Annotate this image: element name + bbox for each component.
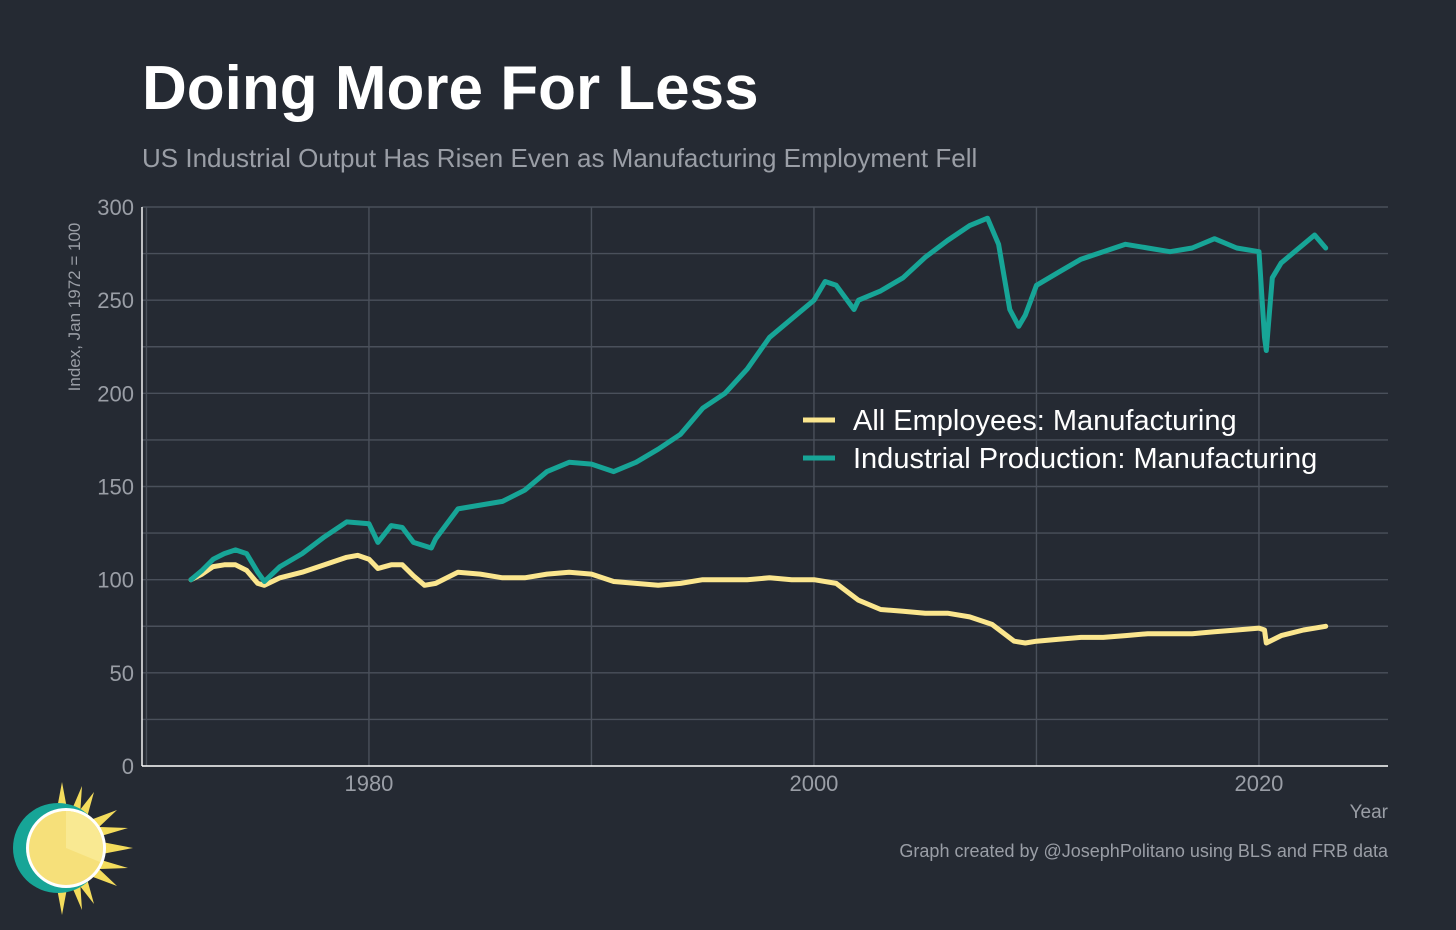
series-line-production xyxy=(188,215,1329,584)
legend-label: All Employees: Manufacturing xyxy=(853,405,1237,437)
y-tick-label: 0 xyxy=(122,754,134,779)
y-axis-label: Index, Jan 1972 = 100 xyxy=(65,223,84,392)
x-tick-label: 2000 xyxy=(789,771,838,796)
chart-series xyxy=(188,215,1329,646)
y-tick-label: 100 xyxy=(97,568,134,593)
x-tick-label: 1980 xyxy=(344,771,393,796)
y-tick-label: 150 xyxy=(97,475,134,500)
y-tick-label: 250 xyxy=(97,288,134,313)
legend: All Employees: Manufacturing Industrial P… xyxy=(803,405,1317,475)
axes: 0 50 100 150 200 250 300 1980 2000 2020 xyxy=(97,195,1388,796)
y-tick-label: 300 xyxy=(97,195,134,220)
legend-label: Industrial Production: Manufacturing xyxy=(853,443,1317,475)
sun-logo-icon xyxy=(13,782,133,915)
x-tick-label: 2020 xyxy=(1234,771,1283,796)
y-tick-label: 50 xyxy=(110,661,134,686)
y-tick-label: 200 xyxy=(97,381,134,406)
source-credit: Graph created by @JosephPolitano using B… xyxy=(899,841,1388,861)
series-line-employment xyxy=(188,552,1329,646)
grid-lines xyxy=(142,206,1388,766)
x-axis-label: Year xyxy=(1350,802,1389,823)
chart-title: Doing More For Less xyxy=(142,54,759,123)
chart-subtitle: US Industrial Output Has Risen Even as M… xyxy=(142,143,978,173)
